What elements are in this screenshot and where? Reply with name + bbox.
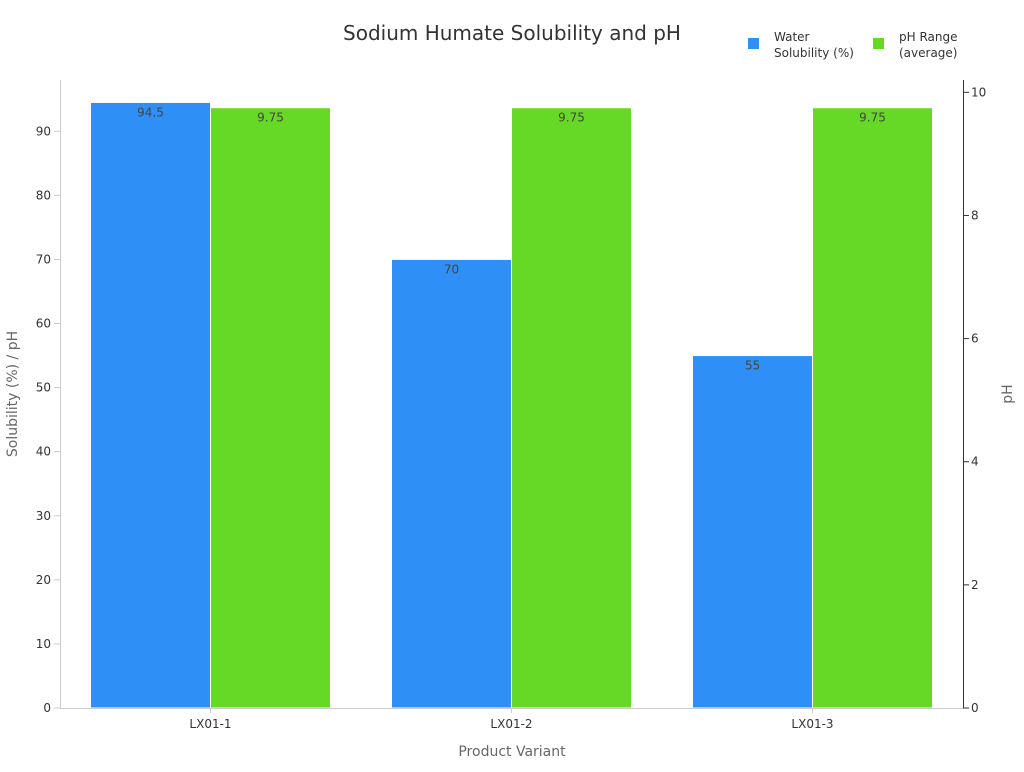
bar-solubility-LX01-1 [90, 101, 211, 709]
y-tick-label: 40 [36, 445, 51, 459]
data-label: 94.5 [137, 105, 164, 119]
y2-axis-label: pH [1000, 384, 1016, 403]
y2-tick-label: 0 [971, 701, 979, 715]
bar-solubility-LX01-2 [391, 258, 512, 709]
data-label: 9.75 [558, 111, 585, 125]
data-label: 70 [444, 262, 459, 276]
legend-label-ph: pH Range (average) [899, 30, 961, 60]
y-tick-label: 60 [36, 317, 51, 331]
y-tick-label: 50 [36, 381, 51, 395]
y2-tick-label: 6 [971, 332, 979, 346]
x-tick-label: LX01-3 [791, 717, 833, 731]
legend-swatch-ph [873, 38, 884, 49]
y2-tick-label: 2 [971, 578, 979, 592]
y-tick-label: 10 [36, 637, 51, 651]
y-tick-label: 70 [36, 252, 51, 266]
y-tick-label: 80 [36, 188, 51, 202]
bars: 94.5 9.75 70 9.75 55 9.75 [90, 101, 933, 709]
legend: Water Solubility (%) pH Range (average) [748, 30, 961, 60]
y-tick-label: 30 [36, 509, 51, 523]
legend-swatch-solubility [748, 38, 759, 49]
ticks: LX01-1 LX01-2 LX01-3 0 10 20 30 40 50 60 70 80 90 0 2 4… [36, 85, 987, 731]
y-tick-label: 20 [36, 573, 51, 587]
legend-label-solubility: Water Solubility (%) [774, 30, 854, 60]
bar-solubility-LX01-3 [692, 355, 813, 709]
x-tick-label: LX01-1 [189, 717, 231, 731]
bar-ph-LX01-3 [812, 107, 933, 709]
chart-title: Sodium Humate Solubility and pH [343, 21, 681, 45]
data-label: 55 [745, 359, 760, 373]
x-tick-label: LX01-2 [490, 717, 532, 731]
y2-tick-label: 10 [971, 85, 986, 99]
y-axis-label: Solubility (%) / pH [5, 331, 21, 457]
bar-ph-LX01-2 [511, 107, 632, 709]
bar-ph-LX01-1 [210, 107, 331, 709]
y2-tick-label: 8 [971, 208, 979, 222]
y2-tick-label: 4 [971, 455, 979, 469]
x-axis-label: Product Variant [458, 744, 566, 760]
y-tick-label: 0 [43, 701, 51, 715]
data-label: 9.75 [859, 111, 886, 125]
data-label: 9.75 [257, 111, 284, 125]
y-tick-label: 90 [36, 124, 51, 138]
